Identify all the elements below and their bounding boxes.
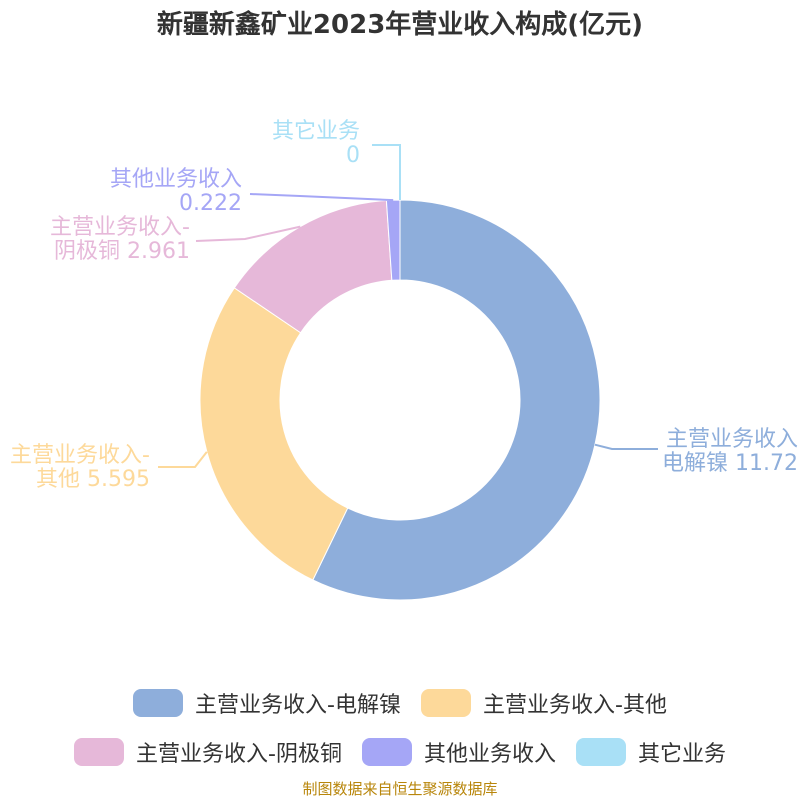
legend-swatch	[361, 738, 412, 766]
slice-labels: 主营业务收入电解镍 11.72 主营业务收入-其他 5.595 主营业务收入-阴极铜…	[10, 119, 798, 492]
leader-line-5	[372, 144, 401, 200]
legend-item-2[interactable]: 主营业务收入-其他	[421, 686, 667, 720]
donut-slices	[199, 199, 601, 601]
data-label-1: 主营业务收入电解镍 11.72	[662, 427, 798, 476]
legend: 主营业务收入-电解镍 主营业务收入-其他主营业务收入-阴极铜 其他业务收入 其它业务	[0, 686, 800, 769]
legend-swatch	[421, 689, 471, 717]
legend-label: 其它业务	[637, 742, 726, 767]
leader-line-3	[195, 225, 301, 242]
data-label-2: 主营业务收入-其他 5.595	[10, 443, 150, 492]
legend-item-4[interactable]: 其他业务收入	[361, 735, 556, 769]
legend-swatch	[575, 738, 626, 766]
leader-line-1	[594, 443, 658, 450]
legend-label: 其他业务收入	[423, 742, 556, 767]
slice-1	[312, 199, 601, 601]
legend-label: 主营业务收入-电解镍	[195, 693, 401, 718]
legend-swatch	[74, 738, 124, 766]
data-label-4: 其他业务收入 0.222	[110, 167, 242, 216]
leader-line-2	[158, 451, 208, 468]
source-footer: 制图数据来自恒生聚源数据库	[302, 780, 498, 798]
legend-label: 主营业务收入-其他	[483, 693, 667, 718]
data-label-3: 主营业务收入-阴极铜 2.961	[50, 215, 190, 264]
slice-leader-lines	[158, 144, 658, 468]
legend-swatch	[133, 689, 184, 717]
leader-line-4	[249, 193, 394, 202]
legend-item-5[interactable]: 其它业务	[575, 735, 726, 769]
slice-2	[199, 287, 349, 581]
legend-item-1[interactable]: 主营业务收入-电解镍	[133, 686, 401, 720]
chart-title: 新疆新鑫矿业2023年营业收入构成(亿元)	[157, 9, 643, 40]
data-label-5: 其它业务 0	[272, 119, 360, 168]
legend-item-3[interactable]: 主营业务收入-阴极铜	[74, 735, 342, 769]
legend-label: 主营业务收入-阴极铜	[136, 742, 342, 767]
